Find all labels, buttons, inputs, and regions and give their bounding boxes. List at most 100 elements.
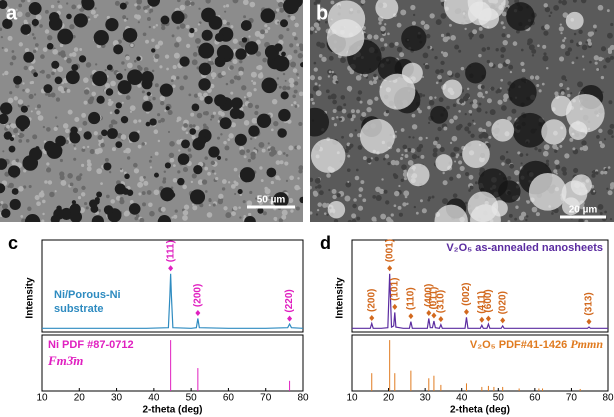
texture-grain	[40, 69, 45, 74]
x-axis-label: 2-theta (deg)	[450, 405, 510, 416]
peak-label: (101)	[389, 278, 400, 301]
texture-grain	[238, 70, 244, 76]
texture-grain	[509, 163, 515, 169]
texture-grain	[204, 156, 208, 160]
texture-grain	[348, 133, 354, 138]
texture-grain	[564, 79, 568, 82]
x-tick-label: 60	[529, 393, 541, 404]
texture-grain	[201, 179, 208, 185]
texture-grain	[192, 205, 198, 211]
texture-grain	[241, 85, 247, 91]
texture-grain	[439, 69, 444, 74]
texture-grain	[375, 194, 382, 201]
texture-grain	[89, 148, 95, 155]
texture-grain	[192, 124, 196, 128]
scale-bar-label: 20 µm	[569, 205, 598, 216]
texture-grain	[253, 88, 257, 92]
texture-grain	[562, 12, 569, 18]
peak-label: (600)	[483, 289, 494, 312]
texture-grain	[69, 53, 73, 57]
texture-grain	[197, 179, 204, 186]
texture-grain	[298, 43, 303, 48]
texture-grain	[44, 29, 50, 34]
texture-grain	[437, 126, 442, 132]
pore	[498, 180, 521, 203]
texture-grain	[355, 168, 359, 172]
flower	[326, 18, 365, 57]
texture-grain	[247, 158, 252, 163]
texture-grain	[106, 194, 110, 199]
texture-grain	[403, 190, 410, 197]
texture-grain	[380, 213, 387, 220]
pore	[11, 188, 19, 195]
texture-grain	[432, 152, 438, 158]
texture-grain	[480, 85, 485, 89]
texture-grain	[221, 187, 226, 191]
texture-grain	[286, 86, 291, 91]
pore	[512, 112, 548, 148]
texture-grain	[207, 171, 211, 176]
texture-grain	[511, 108, 517, 114]
peak-marker	[408, 313, 414, 320]
texture-grain	[544, 6, 551, 13]
texture-grain	[313, 22, 320, 28]
texture-grain	[437, 74, 442, 80]
texture-grain	[378, 21, 382, 25]
texture-grain	[260, 179, 264, 182]
pore	[128, 131, 140, 143]
pore	[28, 2, 42, 15]
pore	[273, 55, 290, 72]
texture-grain	[396, 22, 402, 28]
texture-grain	[45, 167, 52, 173]
texture-grain	[577, 81, 584, 88]
texture-grain	[42, 148, 46, 152]
texture-grain	[242, 0, 249, 6]
texture-grain	[137, 21, 140, 24]
texture-grain	[81, 192, 85, 196]
texture-grain	[350, 117, 354, 122]
texture-grain	[542, 150, 549, 157]
pore	[88, 111, 101, 125]
texture-grain	[507, 220, 511, 222]
pore	[24, 214, 41, 222]
texture-grain	[358, 187, 364, 192]
pore	[239, 167, 256, 183]
texture-grain	[79, 173, 83, 177]
pore	[46, 42, 54, 50]
texture-grain	[5, 6, 10, 11]
texture-grain	[59, 5, 63, 9]
texture-grain	[385, 200, 390, 205]
texture-grain	[25, 11, 31, 18]
peak-marker	[195, 310, 201, 317]
texture-grain	[125, 55, 130, 61]
texture-grain	[412, 13, 416, 17]
texture-grain	[179, 4, 186, 11]
texture-grain	[279, 160, 284, 165]
texture-grain	[208, 204, 211, 207]
texture-grain	[581, 44, 588, 51]
texture-grain	[411, 21, 416, 26]
pore	[257, 207, 264, 214]
texture-grain	[380, 26, 386, 32]
texture-grain	[254, 136, 257, 139]
x-tick-label: 20	[383, 393, 395, 404]
texture-grain	[73, 144, 76, 147]
texture-grain	[287, 14, 291, 18]
texture-grain	[77, 4, 82, 9]
texture-grain	[384, 23, 387, 26]
texture-grain	[567, 93, 571, 98]
texture-grain	[346, 113, 353, 119]
texture-grain	[111, 147, 117, 152]
texture-grain	[149, 210, 155, 217]
texture-grain	[294, 36, 298, 41]
peak-marker	[168, 265, 174, 272]
flower	[359, 118, 395, 154]
texture-grain	[143, 180, 149, 186]
panel-label: d	[320, 233, 331, 253]
plot-frame	[351, 239, 609, 333]
texture-grain	[416, 147, 422, 153]
texture-grain	[281, 209, 288, 216]
texture-grain	[73, 147, 77, 150]
peak-marker	[463, 308, 469, 315]
texture-grain	[597, 204, 604, 210]
